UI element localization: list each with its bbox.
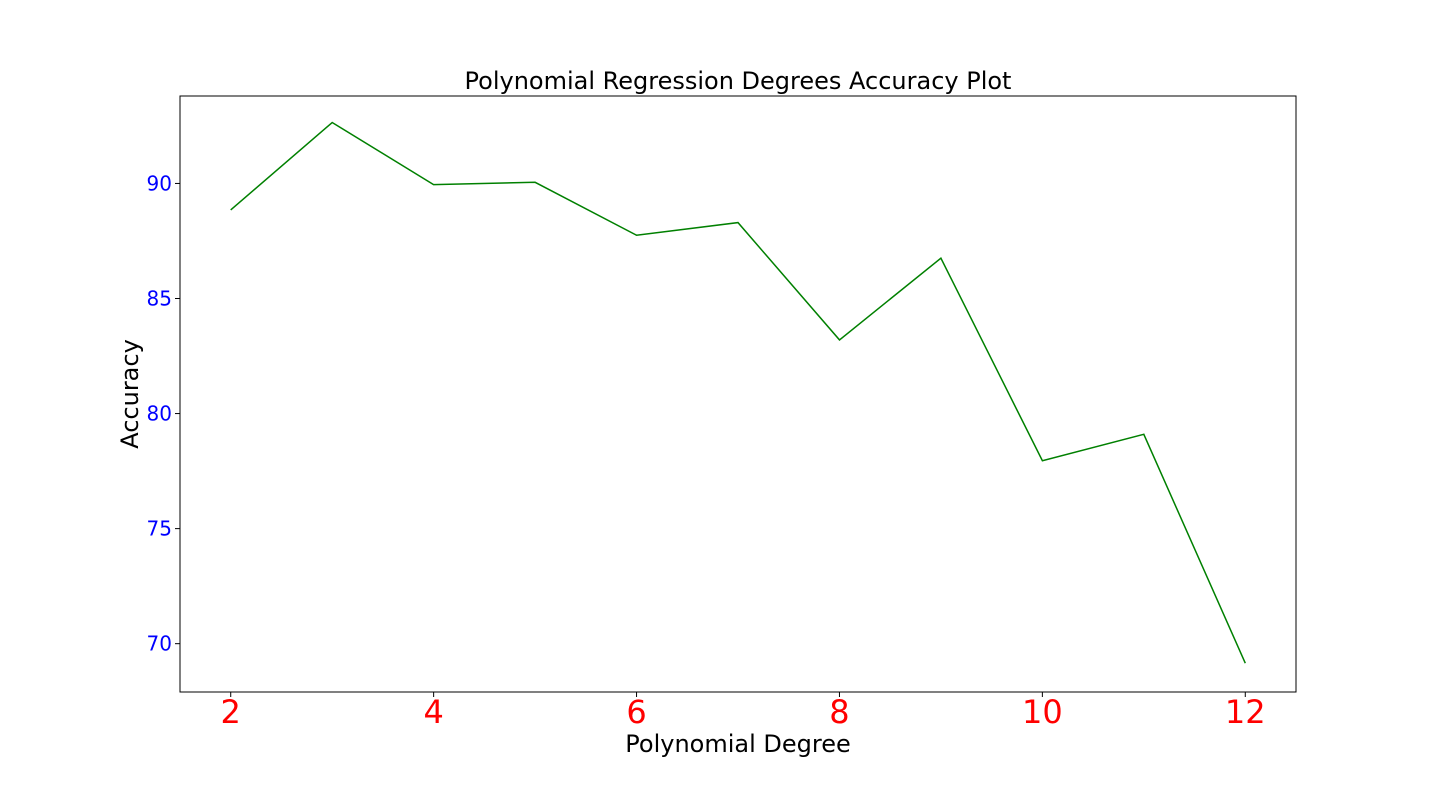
x-tick-label: 8 — [829, 693, 849, 731]
chart-title: Polynomial Regression Degrees Accuracy P… — [465, 67, 1012, 95]
x-tick-label: 12 — [1225, 693, 1266, 731]
plot-frame — [179, 95, 1297, 693]
x-tick-label: 6 — [626, 693, 646, 731]
y-axis-label: Accuracy — [116, 339, 144, 449]
series-line-0 — [230, 121, 1246, 664]
y-tick-label: 85 — [147, 287, 172, 311]
x-tick-label: 10 — [1022, 693, 1063, 731]
plot-area: 2 4 6 8 10 12 70 75 80 85 90 — [147, 95, 1297, 731]
y-tick-label: 70 — [147, 632, 172, 656]
x-tick-label: 4 — [423, 693, 443, 731]
x-axis-label: Polynomial Degree — [625, 730, 850, 758]
y-tick-label: 75 — [147, 517, 172, 541]
y-tick-label: 90 — [147, 171, 172, 195]
x-tick-label: 2 — [221, 693, 241, 731]
y-tick-label: 80 — [147, 402, 172, 426]
